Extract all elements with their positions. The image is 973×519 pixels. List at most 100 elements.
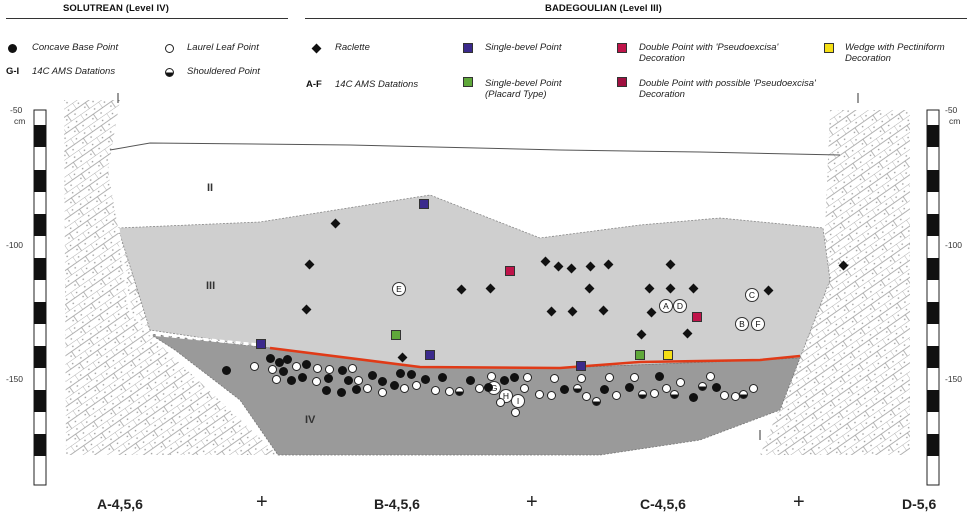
- x-label-b: B-4,5,6: [374, 496, 420, 512]
- laurel-leaf-point: [272, 375, 281, 384]
- concave-base-point: [466, 376, 475, 385]
- left-tick-minus150: -150: [6, 374, 24, 384]
- x-label-d: D-5,6: [902, 496, 937, 512]
- concave-base-point: [438, 373, 447, 382]
- legend-double-possible: Double Point with possible 'Pseudoexcisa…: [639, 78, 816, 100]
- double-pseudo-symbol: [617, 43, 627, 53]
- laurel-leaf-point: [400, 384, 409, 393]
- laurel-leaf-point: [582, 392, 591, 401]
- laurel-leaf-point: [547, 391, 556, 400]
- laurel-leaf-point: [605, 373, 614, 382]
- concave-base-point: [222, 366, 231, 375]
- badegoulian-header-rule: [305, 18, 967, 19]
- x-plus-1: +: [256, 491, 268, 513]
- x-label-a: A-4,5,6: [97, 496, 143, 512]
- laurel-leaf-point: [312, 377, 321, 386]
- datation-f: F: [751, 317, 765, 331]
- single-bevel-placard-point: [635, 350, 645, 360]
- layer-3-label: III: [206, 280, 216, 292]
- datation-e: E: [392, 282, 406, 296]
- laurel-leaf-point: [250, 362, 259, 371]
- concave-base-point: [337, 388, 346, 397]
- concave-base-point: [407, 370, 416, 379]
- legend-wedge: Wedge with Pectiniform Decoration: [845, 42, 945, 64]
- single-bevel-placard-symbol: [463, 77, 473, 87]
- laurel-leaf-point: [650, 389, 659, 398]
- single-bevel-symbol: [463, 43, 473, 53]
- concave-base-point: [298, 373, 307, 382]
- concave-base-point: [655, 372, 664, 381]
- double-possible-symbol: [617, 77, 627, 87]
- left-rock-wall: [64, 100, 278, 455]
- legend-af-code: A-F: [306, 79, 322, 90]
- laurel-leaf-point: [577, 374, 586, 383]
- single-bevel-point: [576, 361, 586, 371]
- legend-gi-code: G-I: [6, 66, 20, 77]
- concave-base-point: [324, 374, 333, 383]
- laurel-leaf-point: [445, 387, 454, 396]
- concave-base-point: [338, 366, 347, 375]
- shouldered-point: [573, 384, 582, 393]
- concave-base-point: [266, 354, 275, 363]
- concave-base-point: [712, 383, 721, 392]
- concave-base-point: [510, 373, 519, 382]
- shouldered-point: [739, 390, 748, 399]
- shouldered-point: [592, 397, 601, 406]
- laurel-leaf-point: [676, 378, 685, 387]
- datation-b: B: [735, 317, 749, 331]
- laurel-leaf-point: [662, 384, 671, 393]
- x-plus-2: +: [526, 491, 538, 513]
- concave-base-point: [500, 376, 509, 385]
- laurel-leaf-point: [535, 390, 544, 399]
- right-tick-minus50: -50: [945, 105, 958, 115]
- level-3-4-white-edge: [116, 227, 261, 347]
- right-unit: cm: [949, 116, 961, 126]
- single-bevel-point: [425, 350, 435, 360]
- datation-d: D: [673, 299, 687, 313]
- datation-i: I: [511, 394, 525, 408]
- laurel-leaf-point: [412, 381, 421, 390]
- laurel-leaf-symbol: [165, 44, 174, 53]
- legend-af-text: 14C AMS Datations: [335, 79, 419, 90]
- concave-base-point: [421, 375, 430, 384]
- concave-base-point: [283, 355, 292, 364]
- legend-shouldered: Shouldered Point: [187, 66, 260, 77]
- laurel-leaf-point: [354, 376, 363, 385]
- concave-base-point: [390, 381, 399, 390]
- datation-c: C: [745, 288, 759, 302]
- wedge-symbol: [824, 43, 834, 53]
- laurel-leaf-point: [487, 372, 496, 381]
- concave-base-point: [625, 383, 634, 392]
- laurel-leaf-point: [550, 374, 559, 383]
- laurel-leaf-point: [475, 384, 484, 393]
- laurel-leaf-point: [292, 362, 301, 371]
- laurel-leaf-point: [520, 384, 529, 393]
- concave-base-point: [287, 376, 296, 385]
- single-bevel-placard-point: [391, 330, 401, 340]
- legend-single-bevel-placard: Single-bevel Point (Placard Type): [485, 78, 562, 100]
- concave-base-point: [484, 383, 493, 392]
- legend-single-bevel: Single-bevel Point: [485, 42, 562, 53]
- laurel-leaf-point: [749, 384, 758, 393]
- single-bevel-point: [256, 339, 266, 349]
- level-2-surface: [109, 142, 841, 156]
- concave-base-point: [396, 369, 405, 378]
- concave-base-point: [378, 377, 387, 386]
- concave-base-point: [600, 385, 609, 394]
- shouldered-symbol: [165, 68, 174, 77]
- legend-double-pseudo: Double Point with 'Pseudoexcisa' Decorat…: [639, 42, 779, 64]
- laurel-leaf-point: [630, 373, 639, 382]
- laurel-leaf-point: [431, 386, 440, 395]
- concave-base-point: [352, 385, 361, 394]
- badegoulian-header: BADEGOULIAN (Level III): [545, 3, 662, 14]
- layer-2-label: II: [207, 182, 214, 194]
- level-boundary-line: [269, 346, 801, 370]
- solutrean-header-rule: [6, 18, 288, 19]
- laurel-leaf-point: [363, 384, 372, 393]
- shouldered-point: [698, 382, 707, 391]
- laurel-leaf-point: [313, 364, 322, 373]
- right-rock-wall: [760, 110, 910, 455]
- right-tick-minus150: -150: [945, 374, 963, 384]
- left-tick-minus100: -100: [6, 240, 24, 250]
